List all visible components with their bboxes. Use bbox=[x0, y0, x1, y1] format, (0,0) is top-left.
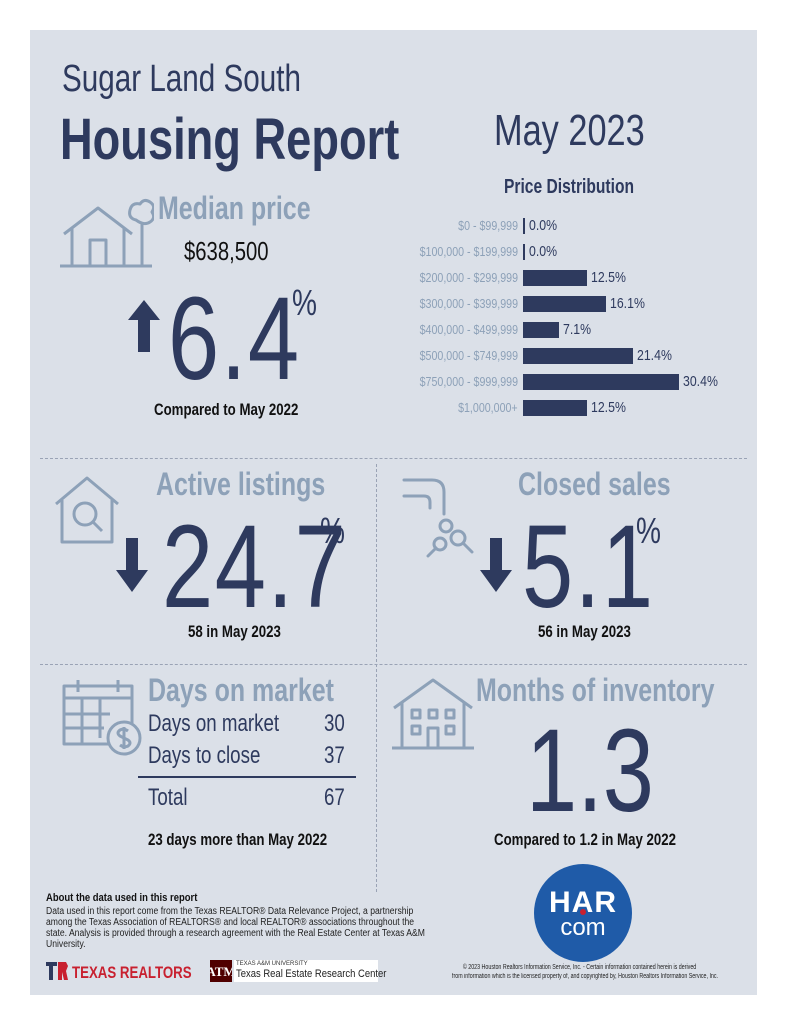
price-bar bbox=[523, 244, 525, 260]
svg-text:ATM: ATM bbox=[210, 964, 232, 979]
area-name: Sugar Land South bbox=[62, 58, 301, 100]
price-share-label: 7.1% bbox=[563, 321, 592, 338]
dtc-row-label: Days to close bbox=[148, 742, 261, 769]
price-distribution-row: $750,000 - $999,999 30.4% bbox=[420, 372, 760, 392]
har-logo-bottom: com bbox=[560, 914, 606, 941]
price-share-label: 30.4% bbox=[683, 373, 718, 390]
tamu-logo-mark: ATM bbox=[210, 960, 232, 982]
days-on-market-heading: Days on market bbox=[148, 672, 334, 708]
report-card: Sugar Land South Housing Report May 2023… bbox=[30, 30, 757, 995]
price-range-label: $0 - $99,999 bbox=[458, 218, 518, 233]
price-distribution-chart: $0 - $99,999 0.0% $100,000 - $199,999 0.0% $… bbox=[420, 216, 760, 426]
closed-sales-change: 5.1 bbox=[522, 501, 655, 633]
median-price-heading: Median price bbox=[158, 190, 311, 226]
copyright-line-2: from information which is the licensed p… bbox=[452, 973, 719, 980]
har-logo[interactable]: HAR com bbox=[534, 864, 632, 962]
active-listings-percent-sign: % bbox=[320, 510, 345, 551]
price-share-label: 0.0% bbox=[529, 243, 558, 260]
price-share-label: 0.0% bbox=[529, 217, 558, 234]
active-listings-caption: 58 in May 2023 bbox=[188, 622, 281, 641]
house-search-icon bbox=[55, 476, 119, 544]
price-range-label: $300,000 - $399,999 bbox=[419, 296, 518, 311]
closed-sales-percent-sign: % bbox=[636, 510, 661, 551]
months-inventory-caption: Compared to 1.2 in May 2022 bbox=[494, 830, 677, 849]
price-bar bbox=[523, 322, 559, 338]
median-price-change: 6.4 bbox=[168, 273, 301, 405]
arrow-down-icon bbox=[480, 538, 512, 592]
price-distribution-row: $200,000 - $299,999 12.5% bbox=[420, 268, 760, 288]
building-icon bbox=[392, 678, 474, 750]
price-range-label: $400,000 - $499,999 bbox=[419, 322, 518, 337]
price-distribution-row: $400,000 - $499,999 7.1% bbox=[420, 320, 760, 340]
price-bar bbox=[523, 218, 525, 234]
median-price-value: $638,500 bbox=[184, 236, 269, 266]
arrow-up-icon bbox=[128, 300, 160, 352]
price-bar bbox=[523, 348, 633, 364]
report-period: May 2023 bbox=[494, 106, 645, 155]
closed-sales-heading: Closed sales bbox=[518, 466, 671, 502]
calendar-dollar-icon bbox=[62, 680, 142, 756]
about-text: Data used in this report come from the T… bbox=[46, 906, 425, 950]
price-range-label: $1,000,000+ bbox=[458, 400, 518, 415]
price-bar bbox=[523, 296, 606, 312]
har-logo-dot bbox=[580, 909, 586, 915]
price-distribution-row: $1,000,000+ 12.5% bbox=[420, 398, 760, 418]
price-distribution-row: $0 - $99,999 0.0% bbox=[420, 216, 760, 236]
arrow-down-icon bbox=[116, 538, 148, 592]
texas-realtors-logo-mark bbox=[46, 962, 68, 980]
tamu-small-text: TEXAS A&M UNIVERSITY bbox=[236, 961, 308, 967]
page-title: Housing Report bbox=[60, 107, 400, 172]
price-share-label: 21.4% bbox=[637, 347, 672, 364]
about-title: About the data used in this report bbox=[46, 892, 198, 904]
hand-keys-icon bbox=[402, 478, 474, 558]
dtc-row-value: 37 bbox=[324, 742, 345, 769]
price-distribution-row: $500,000 - $749,999 21.4% bbox=[420, 346, 760, 366]
tamu-logo-box: TEXAS A&M UNIVERSITY Texas Real Estate R… bbox=[234, 960, 386, 982]
active-listings-change: 24.7 bbox=[162, 501, 348, 633]
price-distribution-row: $100,000 - $199,999 0.0% bbox=[420, 242, 760, 262]
total-divider bbox=[138, 776, 356, 778]
active-listings-heading: Active listings bbox=[156, 466, 326, 502]
days-on-market-caption: 23 days more than May 2022 bbox=[148, 830, 328, 849]
divider-top bbox=[40, 458, 747, 459]
texas-realtors-logo: TEXAS REALTORS bbox=[72, 963, 192, 982]
price-range-label: $500,000 - $749,999 bbox=[419, 348, 518, 363]
price-share-label: 16.1% bbox=[610, 295, 645, 312]
dom-row-value: 30 bbox=[324, 710, 345, 737]
total-label: Total bbox=[148, 784, 188, 811]
tamu-name: Texas Real Estate Research Center bbox=[236, 968, 387, 980]
divider-middle bbox=[40, 664, 747, 665]
price-share-label: 12.5% bbox=[591, 399, 626, 416]
price-bar bbox=[523, 374, 679, 390]
total-value: 67 bbox=[324, 784, 345, 811]
price-bar bbox=[523, 400, 587, 416]
closed-sales-caption: 56 in May 2023 bbox=[538, 622, 631, 641]
divider-vertical bbox=[376, 464, 377, 892]
median-price-caption: Compared to May 2022 bbox=[154, 400, 299, 419]
months-inventory-heading: Months of inventory bbox=[476, 672, 715, 708]
house-tree-icon bbox=[60, 198, 154, 268]
months-inventory-value: 1.3 bbox=[526, 705, 654, 837]
median-price-percent-sign: % bbox=[292, 282, 317, 323]
price-distribution-title: Price Distribution bbox=[504, 176, 635, 198]
dom-row-label: Days on market bbox=[148, 710, 280, 737]
price-range-label: $750,000 - $999,999 bbox=[419, 374, 518, 389]
price-range-label: $100,000 - $199,999 bbox=[419, 244, 518, 259]
price-range-label: $200,000 - $299,999 bbox=[419, 270, 518, 285]
copyright-line-1: © 2023 Houston Realtors Information Serv… bbox=[463, 964, 697, 971]
price-share-label: 12.5% bbox=[591, 269, 626, 286]
price-distribution-row: $300,000 - $399,999 16.1% bbox=[420, 294, 760, 314]
price-bar bbox=[523, 270, 587, 286]
